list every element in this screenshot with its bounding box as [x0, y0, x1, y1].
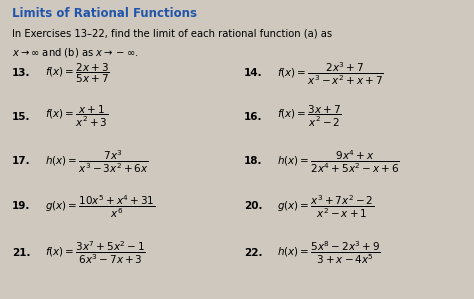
Text: $h(x) = \dfrac{9x^4 + x}{2x^4 + 5x^2 - x + 6}$: $h(x) = \dfrac{9x^4 + x}{2x^4 + 5x^2 - x… [277, 148, 400, 175]
Text: $f(x) = \dfrac{2x + 3}{5x + 7}$: $f(x) = \dfrac{2x + 3}{5x + 7}$ [45, 62, 109, 85]
Text: $g(x) = \dfrac{10x^5 + x^4 + 31}{x^6}$: $g(x) = \dfrac{10x^5 + x^4 + 31}{x^6}$ [45, 193, 155, 220]
Text: $f(x) = \dfrac{2x^3 + 7}{x^3 - x^2 + x + 7}$: $f(x) = \dfrac{2x^3 + 7}{x^3 - x^2 + x +… [277, 60, 384, 87]
Text: $f(x) = \dfrac{3x + 7}{x^2 - 2}$: $f(x) = \dfrac{3x + 7}{x^2 - 2}$ [277, 104, 342, 129]
Text: 19.: 19. [12, 201, 30, 211]
Text: 20.: 20. [244, 201, 263, 211]
Text: 21.: 21. [12, 248, 30, 258]
Text: $g(x) = \dfrac{x^3 + 7x^2 - 2}{x^2 - x + 1}$: $g(x) = \dfrac{x^3 + 7x^2 - 2}{x^2 - x +… [277, 193, 374, 220]
Text: 18.: 18. [244, 156, 263, 167]
Text: $h(x) = \dfrac{7x^3}{x^3 - 3x^2 + 6x}$: $h(x) = \dfrac{7x^3}{x^3 - 3x^2 + 6x}$ [45, 148, 148, 175]
Text: Limits of Rational Functions: Limits of Rational Functions [12, 7, 197, 20]
Text: $h(x) = \dfrac{5x^8 - 2x^3 + 9}{3 + x - 4x^5}$: $h(x) = \dfrac{5x^8 - 2x^3 + 9}{3 + x - … [277, 239, 381, 266]
Text: 16.: 16. [244, 112, 263, 122]
Text: 22.: 22. [244, 248, 263, 258]
Text: 15.: 15. [12, 112, 30, 122]
Text: In Exercises 13–22, find the limit of each rational function (a) as: In Exercises 13–22, find the limit of ea… [12, 28, 332, 38]
Text: 14.: 14. [244, 68, 263, 78]
Text: 17.: 17. [12, 156, 30, 167]
Text: $f(x) = \dfrac{3x^7 + 5x^2 - 1}{6x^3 - 7x + 3}$: $f(x) = \dfrac{3x^7 + 5x^2 - 1}{6x^3 - 7… [45, 239, 146, 266]
Text: 13.: 13. [12, 68, 30, 78]
Text: $f(x) = \dfrac{x + 1}{x^2 + 3}$: $f(x) = \dfrac{x + 1}{x^2 + 3}$ [45, 104, 109, 129]
Text: $x\rightarrow\infty$ and (b) as $x\rightarrow -\infty$.: $x\rightarrow\infty$ and (b) as $x\right… [12, 46, 138, 59]
